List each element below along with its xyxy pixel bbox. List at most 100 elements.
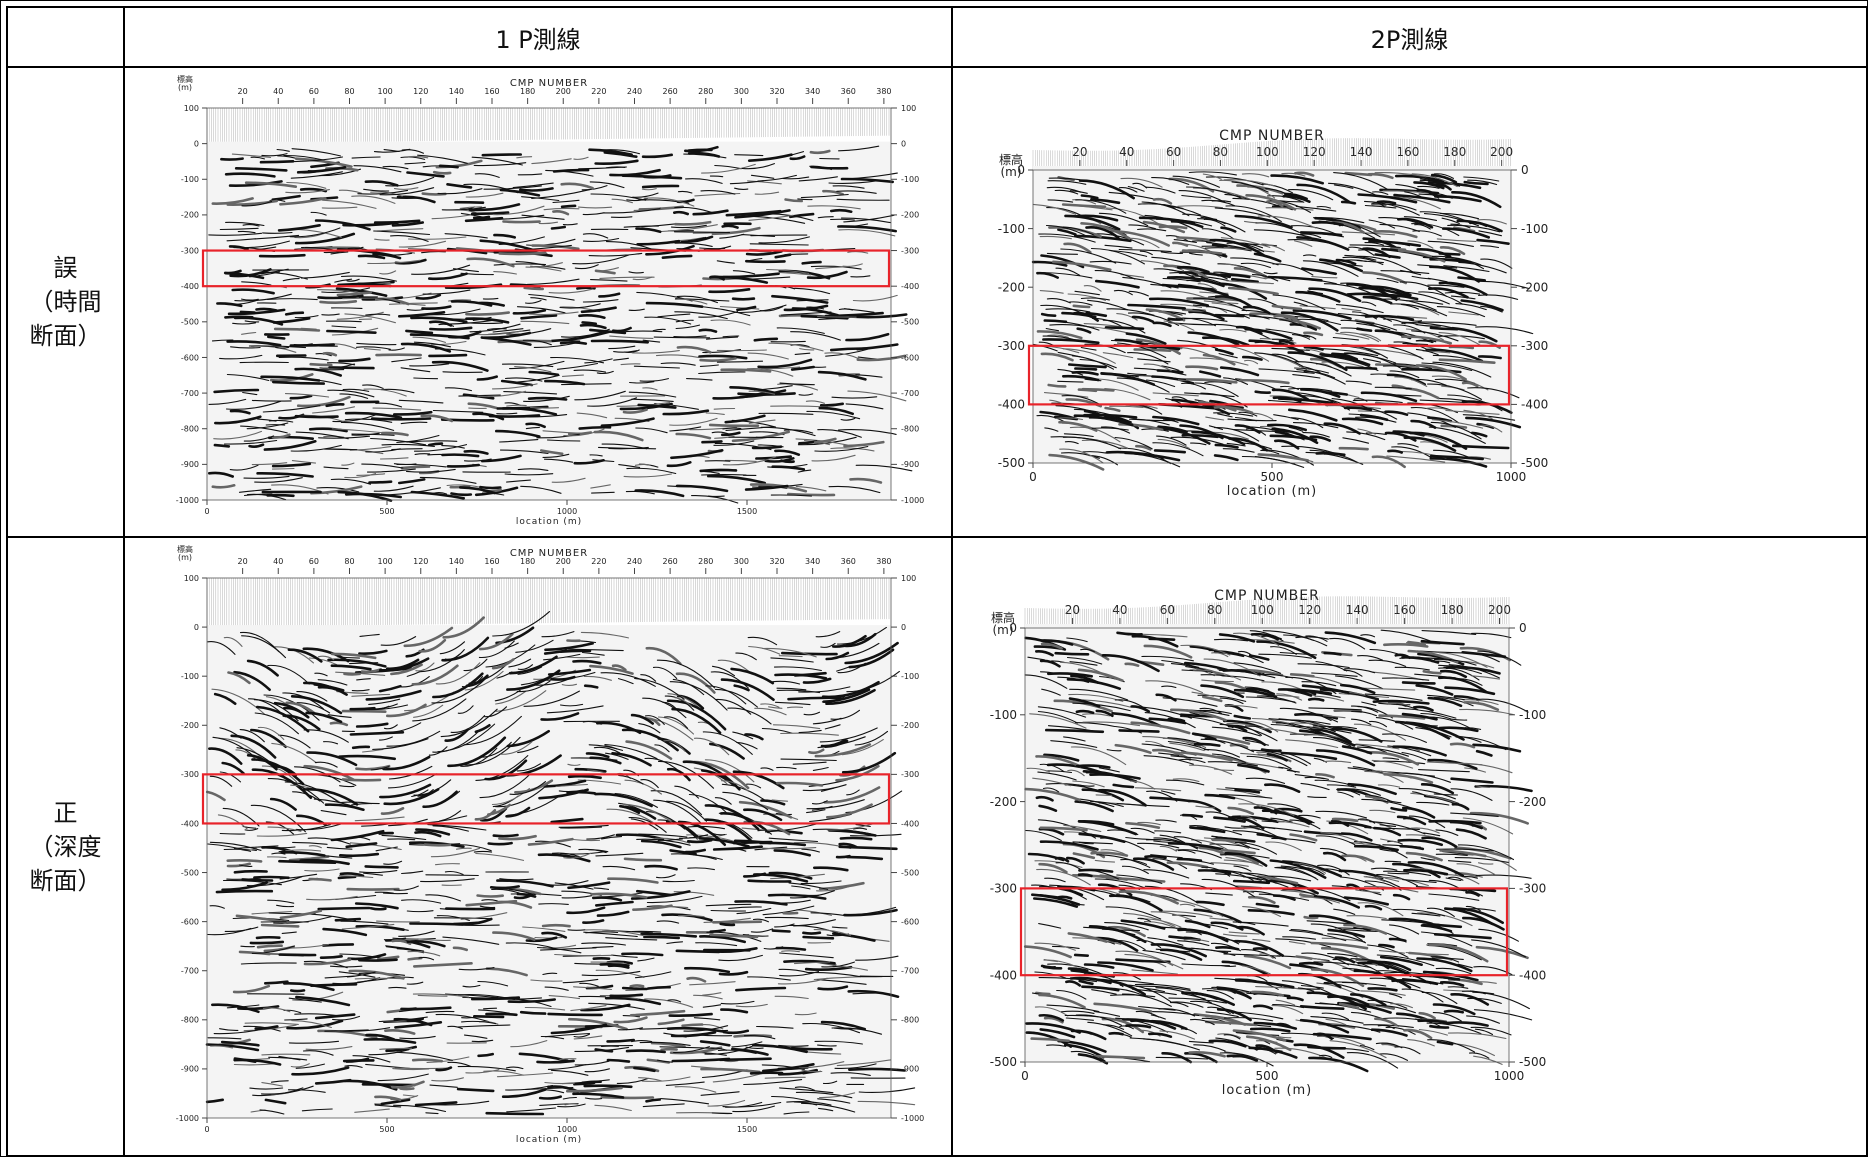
seismic-reflectors	[205, 611, 916, 1116]
section-frame	[206, 577, 892, 1119]
elevation-unit-label: 標高	[991, 610, 1015, 625]
highlight-box	[1019, 887, 1509, 977]
elevation-unit-label: (m)	[992, 623, 1013, 637]
elevation-unit-label: (m)	[178, 553, 192, 562]
elevation-tick-label: 0	[1009, 621, 1017, 635]
cmp-tick-label: 20	[238, 87, 248, 96]
elevation-tick-label: -300	[181, 246, 199, 255]
cell-1p-time: CMP NUMBER 標高 (m) 20 40 60 80 100 120 140 160 180 20…	[123, 66, 953, 538]
elevation-tick-label-right: -200	[901, 721, 919, 730]
elevation-tick-label: -700	[181, 967, 199, 976]
cell-2p-depth: CMP NUMBER 標高 (m) 20 40 60 80 100 120 140 160 180 20…	[951, 536, 1868, 1157]
elevation-tick-label-right: -700	[901, 967, 919, 976]
elevation-tick-label: -500	[181, 318, 199, 327]
row-label-time: 誤 （時間 断面）	[6, 66, 125, 538]
highlight-box	[201, 773, 891, 825]
elevation-tick-label: -900	[181, 460, 199, 469]
location-tick-label: 1500	[737, 1125, 757, 1134]
cmp-tick-label: 220	[591, 557, 606, 566]
elevation-tick-label-right: 0	[1521, 163, 1529, 177]
cmp-tick-label: 340	[805, 87, 820, 96]
cmp-tick-label: 120	[413, 87, 428, 96]
location-tick-label: 500	[379, 1125, 394, 1134]
seismic-section-1p-time: CMP NUMBER 標高(m) 20 40 60 80 100 120 140 160 180 20…	[176, 74, 925, 527]
cmp-tick-label: 60	[1166, 145, 1181, 159]
elevation-tick-label-right: -800	[901, 1016, 919, 1025]
cmp-tick-label: 100	[377, 87, 392, 96]
cmp-tick-label: 240	[627, 557, 642, 566]
cmp-tick-label: 320	[769, 557, 784, 566]
elevation-tick-label-right: -300	[1521, 339, 1548, 353]
cmp-tick-label: 100	[377, 557, 392, 566]
elevation-tick-label: -500	[181, 868, 199, 877]
elevation-tick-label: -300	[998, 339, 1025, 353]
elevation-tick-label: -800	[181, 1016, 199, 1025]
cmp-tick-label: 340	[805, 557, 820, 566]
row-label-depth-line1: 正	[53, 798, 78, 827]
trace-header-strip	[206, 108, 890, 144]
cmp-tick-label: 300	[734, 87, 749, 96]
elevation-tick-label-right: -400	[901, 282, 919, 291]
elevation-tick-label: -300	[990, 882, 1017, 896]
elevation-tick-label: 100	[184, 104, 199, 113]
location-tick-label: 500	[1261, 470, 1284, 484]
cmp-tick-label: 140	[1350, 145, 1373, 159]
elevation-unit-label: 標高	[177, 544, 193, 554]
highlight-box	[201, 249, 891, 288]
elevation-tick-label: -400	[181, 282, 199, 291]
seismic-reflectors	[208, 145, 913, 504]
cmp-tick-label: 20	[1065, 603, 1080, 617]
row-label-depth: 正 （深度 断面）	[6, 536, 125, 1157]
col-header-1p: 1 P測線	[123, 6, 953, 68]
cmp-tick-label: 160	[484, 557, 499, 566]
location-axis-label: location (m)	[516, 1135, 582, 1145]
cmp-tick-label: 380	[876, 87, 891, 96]
cmp-tick-label: 160	[1393, 603, 1416, 617]
cell-1p-depth: CMP NUMBER 標高 (m) 20 40 60 80 100 120 140 160 180 20…	[123, 536, 953, 1157]
elevation-tick-label-right: -100	[1521, 222, 1548, 236]
row-label-time-line3: 断面）	[29, 322, 102, 350]
cmp-tick-label: 260	[662, 87, 677, 96]
cmp-tick-label: 180	[520, 557, 535, 566]
elevation-tick-label: -600	[181, 917, 199, 926]
elevation-tick-label: -400	[181, 819, 199, 828]
location-tick-label: 500	[1256, 1069, 1279, 1083]
cmp-tick-label: 280	[698, 557, 713, 566]
seismic-reflectors	[1031, 171, 1534, 471]
cmp-tick-label: 380	[876, 557, 891, 566]
row-label-time-line1: 誤	[53, 254, 78, 282]
elevation-tick-label: 0	[1017, 163, 1025, 177]
elevation-tick-label-right: -400	[901, 819, 919, 828]
elevation-tick-label: -200	[181, 211, 199, 220]
location-tick-label: 1000	[1496, 470, 1527, 484]
cmp-tick-label: 120	[413, 557, 428, 566]
trace-header-strip	[1024, 596, 1510, 628]
seismic-reflectors	[1023, 629, 1533, 1073]
cmp-number-label: CMP NUMBER	[510, 78, 588, 89]
cmp-tick-label: 200	[556, 557, 571, 566]
elevation-tick-label-right: -800	[901, 425, 919, 434]
elevation-tick-label-right: -900	[901, 1065, 919, 1074]
elevation-tick-label: -600	[181, 353, 199, 362]
corner-cell	[6, 6, 125, 68]
cmp-tick-label: 20	[1072, 145, 1087, 159]
elevation-tick-label-right: -600	[901, 353, 919, 362]
row-label-depth-line3: 断面）	[29, 866, 102, 895]
trace-header-strip	[206, 578, 890, 628]
location-tick-label: 0	[1029, 470, 1037, 484]
elevation-tick-label-right: -300	[901, 770, 919, 779]
elevation-tick-label-right: -100	[1519, 708, 1546, 722]
cmp-tick-label: 40	[1112, 603, 1127, 617]
elevation-tick-label: -100	[181, 672, 199, 681]
location-axis-label: location (m)	[516, 517, 582, 527]
cmp-tick-label: 220	[591, 87, 606, 96]
elevation-tick-label-right: 0	[901, 623, 906, 632]
comparison-table: 1 P測線 2P測線 誤 （時間 断面） CMP NUMBER 標高 (m) 20 40…	[6, 6, 1868, 1157]
elevation-tick-label: -400	[998, 398, 1025, 412]
cmp-tick-label: 300	[734, 557, 749, 566]
elevation-tick-label: -100	[998, 222, 1025, 236]
cmp-tick-label: 40	[1119, 145, 1134, 159]
cmp-tick-label: 180	[1443, 145, 1466, 159]
elevation-unit-label: (m)	[1000, 165, 1021, 179]
